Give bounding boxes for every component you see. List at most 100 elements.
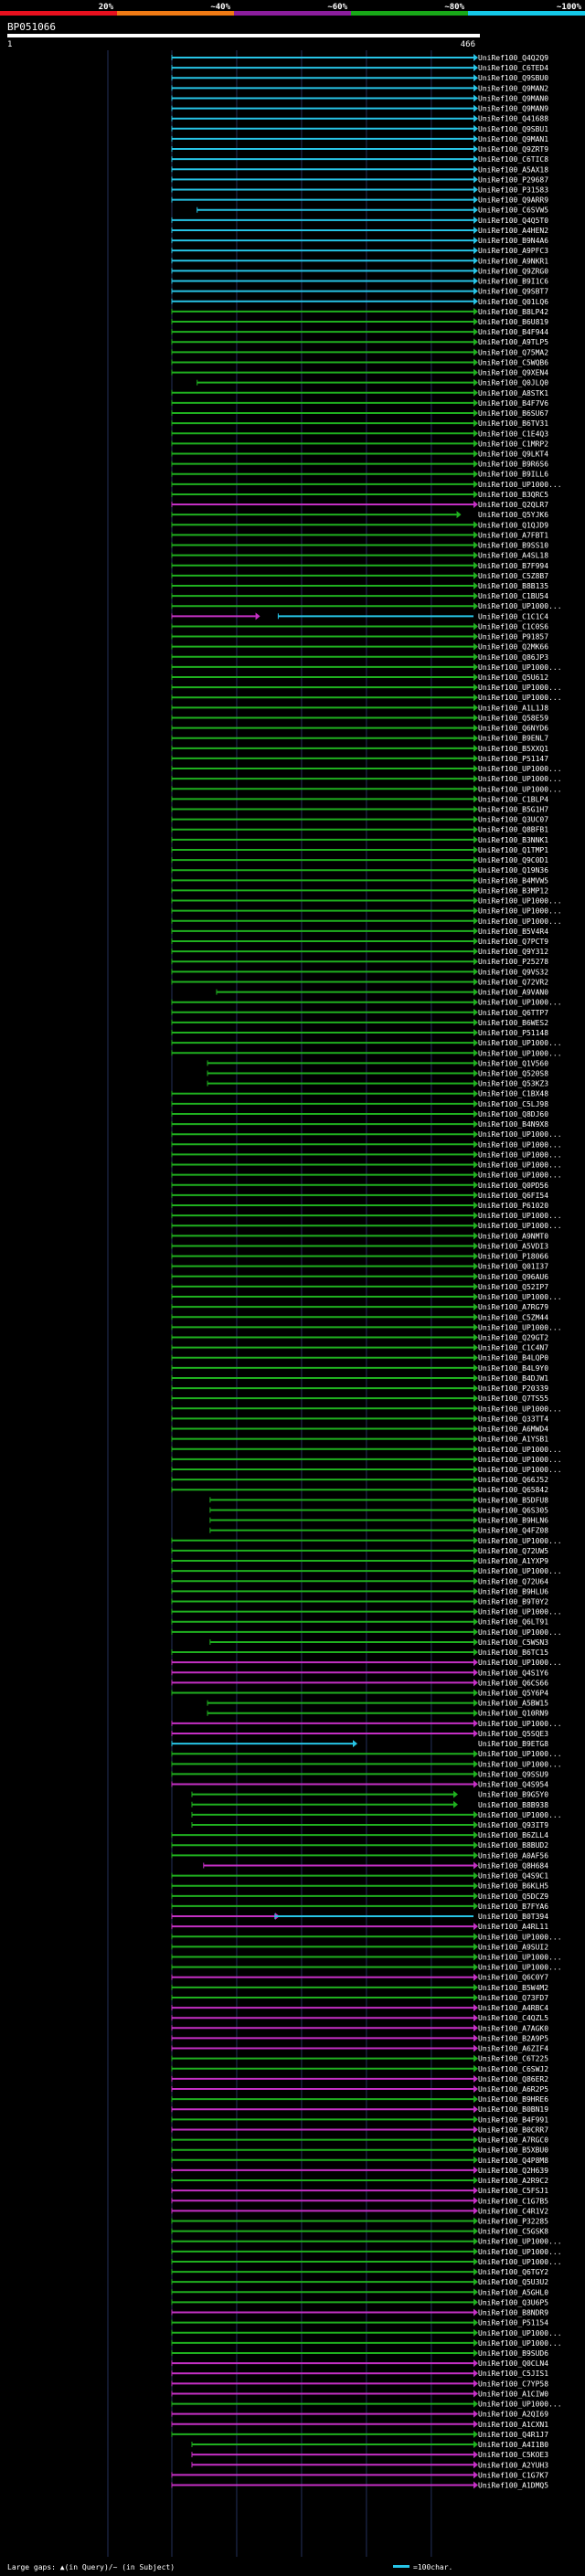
hit-label[interactable]: UniRef100_B4LQP0: [478, 1354, 548, 1362]
hit-label[interactable]: UniRef100_B9R6S6: [478, 461, 548, 469]
hit-row[interactable]: UniRef100_Q52IP7: [171, 1282, 548, 1291]
hit-row[interactable]: UniRef100_A5VDI3: [171, 1242, 548, 1250]
hit-label[interactable]: UniRef100_Q7TS55: [478, 1394, 548, 1403]
hit-label[interactable]: UniRef100_B9ILL6: [478, 471, 548, 479]
hit-label[interactable]: UniRef100_A4RBC4: [478, 2004, 548, 2012]
hit-row[interactable]: UniRef100_B4L9Y0: [171, 1363, 548, 1373]
hit-row[interactable]: UniRef100_B9R6S6: [171, 460, 548, 469]
hit-row[interactable]: UniRef100_UP1000...: [171, 1963, 562, 1972]
hit-row[interactable]: UniRef100_Q5Y6P4: [171, 1689, 548, 1698]
hit-label[interactable]: UniRef100_B8B135: [478, 582, 548, 590]
hit-label[interactable]: UniRef100_A9PFC3: [478, 247, 548, 255]
hit-row[interactable]: UniRef100_B9I1C6: [171, 277, 548, 286]
hit-row[interactable]: UniRef100_C1G7K7: [171, 2471, 548, 2479]
hit-label[interactable]: UniRef100_Q6TGY2: [478, 2268, 548, 2276]
hit-row[interactable]: UniRef100_B8BUD2: [171, 1841, 548, 1850]
hit-label[interactable]: UniRef100_Q2H639: [478, 2167, 548, 2175]
hit-label[interactable]: UniRef100_UP1000...: [478, 1720, 562, 1728]
hit-label[interactable]: UniRef100_P91857: [478, 633, 548, 641]
hit-label[interactable]: UniRef100_C5LJ98: [478, 1100, 548, 1108]
hit-row[interactable]: UniRef100_B7FYA6: [171, 1902, 548, 1911]
hit-label[interactable]: UniRef100_B8LP42: [478, 308, 548, 316]
hit-row[interactable]: UniRef100_C5WQB6: [171, 358, 548, 366]
hit-label[interactable]: UniRef100_Q9Y312: [478, 948, 548, 956]
hit-row[interactable]: UniRef100_C6TED4: [171, 64, 548, 72]
hit-label[interactable]: UniRef100_P61020: [478, 1202, 548, 1210]
hit-row[interactable]: UniRef100_UP1000...: [171, 2338, 562, 2348]
hit-row[interactable]: UniRef100_A1L1J8: [171, 704, 548, 712]
hit-row[interactable]: UniRef100_UP1000...: [171, 1607, 562, 1617]
hit-label[interactable]: UniRef100_A7FBT1: [478, 531, 548, 539]
hit-row[interactable]: UniRef100_B3MP12: [171, 886, 548, 895]
hit-label[interactable]: UniRef100_A9NMT0: [478, 1232, 548, 1240]
hit-row[interactable]: UniRef100_B8B938: [191, 1800, 548, 1809]
hit-label[interactable]: UniRef100_UP1000...: [478, 1760, 562, 1768]
hit-label[interactable]: UniRef100_P51154: [478, 2319, 548, 2327]
hit-label[interactable]: UniRef100_A5VDI3: [478, 1242, 548, 1250]
hit-label[interactable]: UniRef100_C5KOE3: [478, 2451, 548, 2459]
hit-row[interactable]: UniRef100_A9PFC3: [171, 247, 548, 255]
hit-label[interactable]: UniRef100_Q73FD7: [478, 1994, 548, 2002]
hit-label[interactable]: UniRef100_A7RG79: [478, 1303, 548, 1311]
hit-row[interactable]: UniRef100_UP1000...: [171, 917, 562, 926]
hit-label[interactable]: UniRef100_B5XBU0: [478, 2147, 548, 2155]
hit-label[interactable]: UniRef100_B7FYA6: [478, 1903, 548, 1911]
hit-label[interactable]: UniRef100_UP1000...: [478, 1628, 562, 1637]
hit-label[interactable]: UniRef100_Q9SBU0: [478, 74, 548, 82]
hit-row[interactable]: UniRef100_B9N4A6: [171, 237, 548, 245]
hit-row[interactable]: UniRef100_Q4S9C1: [171, 1871, 548, 1881]
hit-row[interactable]: UniRef100_B9ILL6: [171, 470, 548, 479]
hit-row[interactable]: UniRef100_Q72VR2: [171, 978, 548, 986]
hit-label[interactable]: UniRef100_Q53KZ3: [478, 1080, 548, 1088]
hit-row[interactable]: UniRef100_Q86ER2: [171, 2074, 548, 2083]
hit-label[interactable]: UniRef100_Q520S8: [478, 1070, 548, 1078]
hit-row[interactable]: UniRef100_C4R1V2: [171, 2207, 548, 2215]
hit-label[interactable]: UniRef100_Q9ARR9: [478, 196, 548, 205]
hit-row[interactable]: UniRef100_A5GHL0: [171, 2288, 548, 2296]
hit-label[interactable]: UniRef100_UP1000...: [478, 1222, 562, 1230]
hit-row[interactable]: UniRef100_UP1000...: [171, 896, 562, 906]
hit-row[interactable]: UniRef100_C1G7B5: [171, 2197, 548, 2205]
hit-row[interactable]: UniRef100_C5FSJ1: [171, 2187, 548, 2195]
hit-label[interactable]: UniRef100_A5BW15: [478, 1700, 548, 1708]
hit-label[interactable]: UniRef100_A6R2P5: [478, 2085, 548, 2094]
hit-label[interactable]: UniRef100_B0T394: [478, 1913, 548, 1921]
hit-label[interactable]: UniRef100_UP1000...: [478, 1446, 562, 1454]
hit-row[interactable]: UniRef100_P32285: [171, 2217, 548, 2225]
hit-label[interactable]: UniRef100_Q75MA2: [478, 348, 548, 356]
hit-row[interactable]: UniRef100_Q4Q5T0: [171, 216, 548, 225]
hit-label[interactable]: UniRef100_A4SL18: [478, 552, 548, 560]
hit-row[interactable]: UniRef100_A7FBT1: [171, 531, 548, 539]
hit-row[interactable]: UniRef100_Q5YJK6: [171, 511, 548, 519]
hit-label[interactable]: UniRef100_C4QZL5: [478, 2014, 548, 2022]
hit-label[interactable]: UniRef100_Q72UW5: [478, 1547, 548, 1555]
hit-row[interactable]: UniRef100_Q65842: [171, 1486, 548, 1494]
hit-label[interactable]: UniRef100_UP1000...: [478, 684, 562, 692]
hit-label[interactable]: UniRef100_C6T225: [478, 2055, 548, 2063]
hit-row[interactable]: UniRef100_B9T0Y2: [171, 1597, 548, 1606]
hit-row[interactable]: UniRef100_Q9ARR9: [171, 196, 548, 205]
hit-row[interactable]: UniRef100_Q6FI54: [171, 1191, 548, 1200]
hit-label[interactable]: UniRef100_B0CRR7: [478, 2125, 548, 2134]
hit-label[interactable]: UniRef100_Q9MAN9: [478, 105, 548, 113]
hit-row[interactable]: UniRef100_UP1000...: [171, 2247, 562, 2256]
hit-label[interactable]: UniRef100_C1C1C4: [478, 612, 548, 620]
hit-label[interactable]: UniRef100_P51148: [478, 1029, 548, 1037]
hit-row[interactable]: UniRef100_B6TV31: [171, 419, 548, 428]
hit-row[interactable]: UniRef100_UP1000...: [171, 2257, 562, 2266]
hit-label[interactable]: UniRef100_Q5SQE3: [478, 1730, 548, 1738]
hit-label[interactable]: UniRef100_Q9C0D1: [478, 856, 548, 864]
hit-label[interactable]: UniRef100_UP1000...: [478, 2401, 562, 2409]
hit-row[interactable]: UniRef100_Q8H684: [203, 1861, 548, 1870]
hit-row[interactable]: UniRef100_UP1000...: [171, 1161, 562, 1170]
hit-label[interactable]: UniRef100_C1G7K7: [478, 2471, 548, 2479]
hit-label[interactable]: UniRef100_Q8H684: [478, 1861, 548, 1870]
hit-label[interactable]: UniRef100_A2R9C2: [478, 2177, 548, 2185]
hit-row[interactable]: UniRef100_UP1000...: [171, 1293, 562, 1301]
hit-row[interactable]: UniRef100_C5KOE3: [191, 2451, 548, 2459]
hit-row[interactable]: UniRef100_A7RG79: [171, 1303, 548, 1311]
hit-label[interactable]: UniRef100_Q7PCT9: [478, 938, 548, 946]
hit-label[interactable]: UniRef100_UP1000...: [478, 1659, 562, 1667]
hit-row[interactable]: UniRef100_UP1000...: [171, 2400, 562, 2409]
hit-row[interactable]: UniRef100_Q7TS55: [171, 1394, 548, 1403]
